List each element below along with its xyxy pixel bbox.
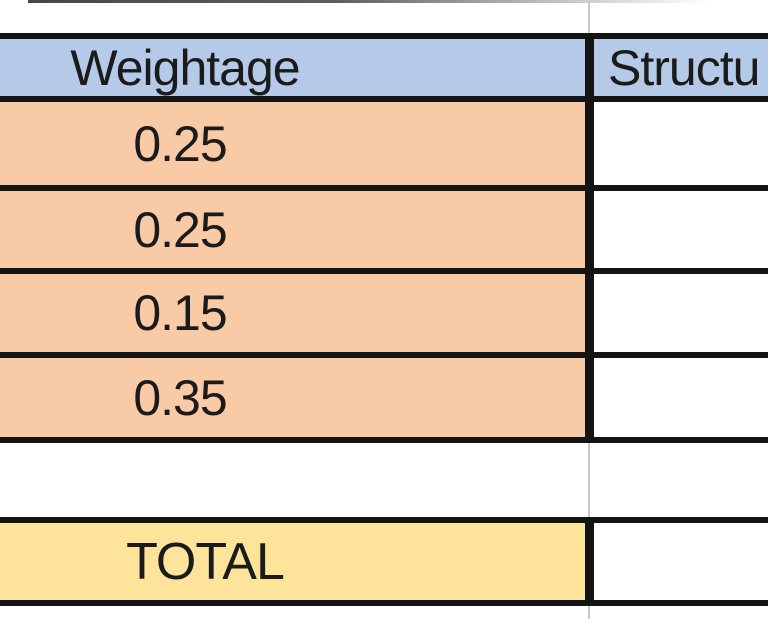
total-structure-cell[interactable]: [594, 523, 768, 600]
structure-cell-row2[interactable]: [594, 191, 768, 268]
weightage-cell-row4[interactable]: 0.35: [0, 358, 585, 437]
weightage-value: 0.35: [133, 369, 227, 426]
border-row2-bottom: [0, 268, 768, 274]
structure-cell-row4[interactable]: [594, 358, 768, 437]
column-gridline-top: [588, 0, 590, 33]
total-label: TOTAL: [126, 532, 285, 591]
border-total-bottom: [0, 600, 768, 606]
column-divider-total: [585, 517, 594, 606]
structure-header-label: Structu: [608, 39, 760, 96]
border-row1-bottom: [0, 185, 768, 191]
empty-row[interactable]: [0, 443, 768, 517]
column-gridline-empty-row: [588, 443, 590, 517]
weightage-cell-row2[interactable]: 0.25: [0, 191, 585, 268]
structure-cell-row3[interactable]: [594, 274, 768, 352]
structure-cell-row1[interactable]: [594, 102, 768, 185]
column-divider-upper: [585, 33, 594, 443]
header-cell-structure[interactable]: Structu: [594, 39, 768, 96]
border-header-bottom: [0, 96, 768, 102]
border-row3-bottom: [0, 352, 768, 358]
header-cell-weightage[interactable]: Weightage: [0, 39, 585, 96]
border-row4-bottom: [0, 437, 768, 443]
weightage-cell-row3[interactable]: 0.15: [0, 274, 585, 352]
border-total-top: [0, 517, 768, 523]
weightage-header-label: Weightage: [70, 39, 300, 96]
weightage-value: 0.25: [133, 115, 227, 172]
weightage-cell-row1[interactable]: 0.25: [0, 102, 585, 185]
total-cell[interactable]: TOTAL: [0, 523, 585, 600]
weightage-value: 0.15: [133, 285, 227, 341]
border-header-top: [0, 33, 768, 39]
column-gridline-bottom: [588, 606, 590, 619]
weightage-value: 0.25: [133, 201, 227, 258]
cutoff-row-border-remnant: [28, 0, 710, 3]
